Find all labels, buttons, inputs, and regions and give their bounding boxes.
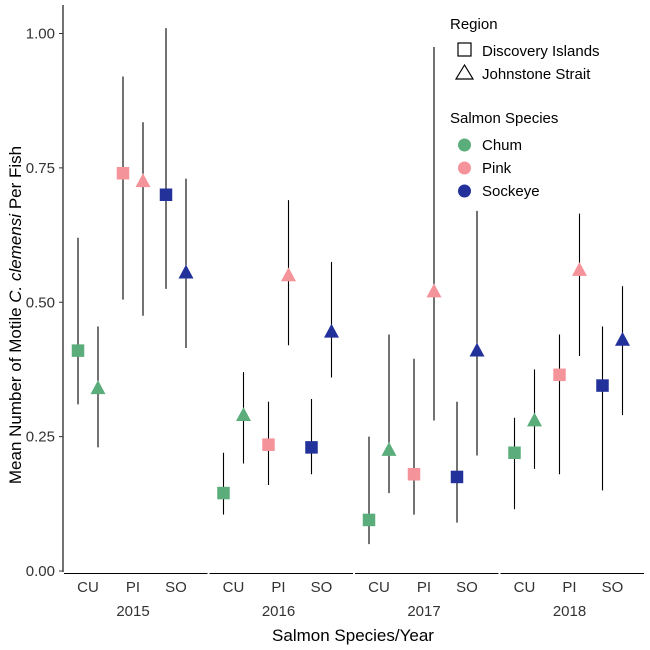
point-so-2018-discovery: [596, 379, 609, 392]
point-pi-2018-discovery: [553, 368, 566, 382]
legend-dot-sockeye: [458, 184, 471, 198]
point-cu-2016-discovery: [217, 486, 230, 500]
point-so-2017-discovery: [450, 470, 464, 484]
point-pi-2017-johnstone: [426, 283, 442, 298]
y-tick-label: 1.00: [26, 26, 55, 43]
legend-label-sockeye: Sockeye: [482, 183, 540, 200]
legend-square-icon: [457, 42, 472, 57]
y-axis-title-part-1: Mean Number of Motile: [6, 303, 25, 484]
point-so-2016-johnstone: [324, 323, 339, 338]
point-cu-2017-discovery: [362, 513, 376, 527]
legend-dot-chum: [458, 138, 471, 152]
x-tick-label-cu-2016: CU: [223, 579, 245, 596]
point-cu-2018-johnstone: [527, 412, 542, 427]
x-tick-label-cu-2015: CU: [77, 579, 99, 596]
y-axis-title-part-3: Per Fish: [6, 146, 25, 214]
x-tick-label-pi-2015: PI: [126, 579, 140, 596]
y-tick-label: 0.25: [26, 429, 55, 446]
legend-region-title: Region: [450, 16, 498, 33]
legend-dot-pink: [458, 161, 471, 175]
axes: 0.00 0.25 0.50 0.75 1.00 CU PI SO 2015 CU PI SO 2016…: [26, 5, 644, 620]
x-axis-title: Salmon Species/Year: [272, 626, 434, 645]
legend-label-pink: Pink: [482, 160, 512, 177]
point-cu-2017-johnstone: [381, 442, 397, 456]
point-cu-2015-johnstone: [90, 380, 106, 395]
y-tick-label: 0.75: [26, 160, 55, 177]
year-label-2017: 2017: [407, 603, 440, 620]
error-bars: [77, 28, 624, 545]
point-cu-2016-johnstone: [236, 407, 251, 421]
x-tick-label-cu-2018: CU: [514, 579, 536, 596]
point-pi-2017-discovery: [407, 468, 421, 481]
y-axis-title: Mean Number of Motile C. clemensi Per Fi…: [6, 146, 25, 484]
x-tick-label-pi-2016: PI: [271, 579, 285, 596]
y-tick-label: 0.00: [26, 563, 55, 580]
y-axis-title-species: C. clemensi: [6, 213, 25, 303]
x-tick-label-so-2017: SO: [456, 579, 478, 596]
legend-label-johnstone-strait: Johnstone Strait: [482, 66, 591, 83]
x-tick-label-so-2016: SO: [311, 579, 333, 596]
point-so-2015-johnstone: [178, 264, 194, 279]
point-cu-2015-discovery: [71, 344, 85, 357]
legend-species-title: Salmon Species: [450, 110, 558, 127]
x-tick-label-cu-2017: CU: [368, 579, 390, 596]
x-tick-label-pi-2017: PI: [417, 579, 431, 596]
point-so-2017-johnstone: [469, 342, 485, 357]
point-so-2015-discovery: [159, 188, 173, 201]
point-cu-2018-discovery: [508, 446, 521, 459]
legend-label-discovery-islands: Discovery Islands: [482, 43, 600, 60]
x-tick-label-pi-2018: PI: [562, 579, 576, 596]
legend: Region Discovery Islands Johnstone Strait S…: [450, 16, 600, 200]
point-pi-2018-johnstone: [572, 261, 587, 276]
point-pi-2016-johnstone: [281, 267, 296, 282]
x-tick-label-so-2018: SO: [602, 579, 624, 596]
y-tick-label: 0.50: [26, 294, 55, 311]
x-tick-label-so-2015: SO: [165, 579, 187, 596]
legend-label-chum: Chum: [482, 137, 522, 154]
point-pi-2015-johnstone: [135, 173, 151, 188]
legend-triangle-icon: [454, 63, 475, 80]
point-pi-2015-discovery: [116, 167, 130, 180]
year-label-2016: 2016: [262, 603, 295, 620]
data-points: [71, 167, 630, 527]
year-label-2015: 2015: [116, 603, 149, 620]
point-so-2018-johnstone: [615, 331, 630, 346]
year-label-2018: 2018: [553, 603, 586, 620]
point-pi-2016-discovery: [262, 438, 275, 451]
point-so-2016-discovery: [305, 441, 318, 454]
